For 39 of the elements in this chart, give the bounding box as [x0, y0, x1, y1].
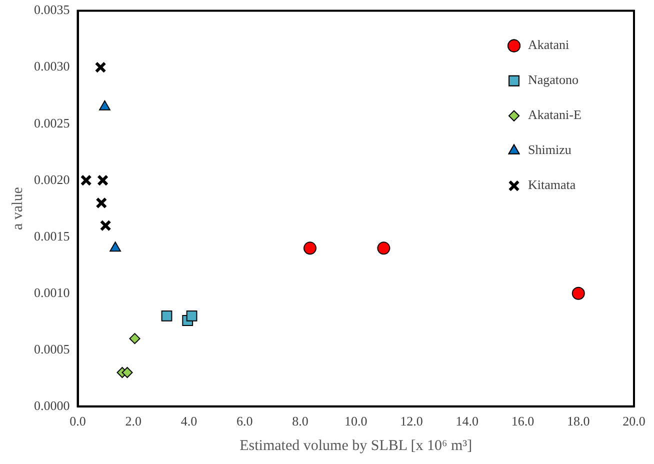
point — [110, 242, 121, 252]
legend-label: Akatani-E — [528, 107, 582, 122]
legend-label: Shimizu — [528, 142, 572, 158]
x-tick-label: 0.0 — [70, 414, 86, 429]
x-axis-title: Estimated volume by SLBL [x 10⁶ m³] — [240, 438, 472, 454]
y-tick-label: 0.0030 — [34, 58, 70, 74]
x-tick-label: 18.0 — [567, 414, 590, 429]
legend-label: Akatani — [528, 37, 570, 52]
point — [97, 174, 109, 186]
point — [96, 197, 108, 209]
point — [100, 220, 112, 232]
y-tick-label: 0.0020 — [34, 172, 70, 187]
point — [94, 62, 106, 74]
x-tick-label: 20.0 — [622, 414, 646, 429]
x-tick-label: 10.0 — [344, 414, 368, 429]
y-tick-label: 0.0015 — [34, 228, 70, 244]
x-tick-label: 4.0 — [180, 414, 198, 429]
x-tick-label: 12.0 — [400, 414, 423, 429]
point — [186, 310, 198, 322]
x-tick-label: 6.0 — [236, 414, 253, 429]
y-tick-label: 0.0025 — [34, 115, 70, 130]
point — [122, 366, 133, 378]
point — [80, 174, 92, 186]
x-tick-label: 16.0 — [511, 414, 534, 429]
y-tick-label: 0.0005 — [34, 341, 70, 356]
y-tick-label: 0.0000 — [34, 398, 70, 413]
point — [303, 242, 316, 255]
legend-label: Kitamata — [528, 177, 576, 192]
y-tick-label: 0.0035 — [34, 2, 70, 18]
point — [129, 333, 140, 344]
point — [572, 286, 585, 300]
point — [377, 242, 390, 255]
y-axis-title: a value — [10, 186, 26, 230]
legend-label: Nagatono — [528, 72, 579, 88]
x-tick-label: 8.0 — [292, 414, 308, 429]
x-tick-label: 2.0 — [125, 414, 142, 429]
y-tick-label: 0.0010 — [34, 284, 70, 300]
x-tick-label: 14.0 — [456, 414, 478, 429]
point — [161, 310, 172, 322]
